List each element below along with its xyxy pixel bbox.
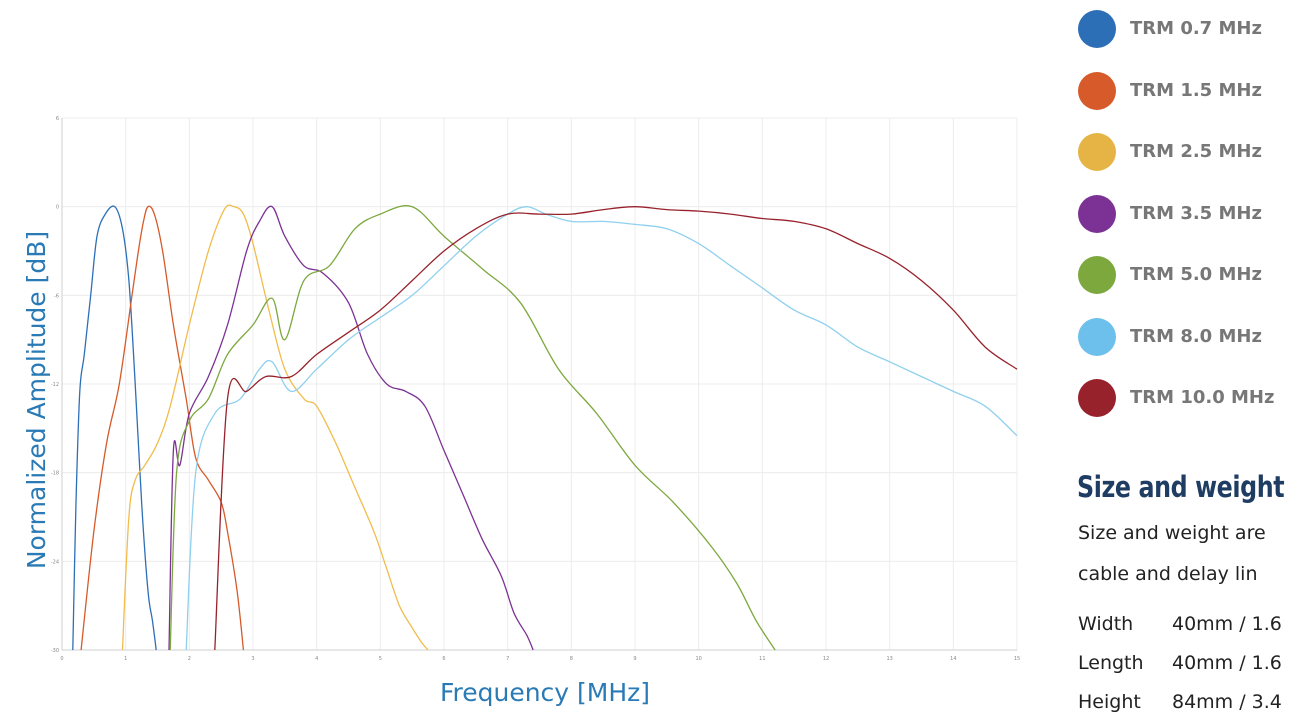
x-tick-label: 0	[60, 656, 63, 662]
y-tick-label: -18	[51, 471, 59, 477]
legend-label: TRM 3.5 MHz	[1130, 202, 1262, 224]
size-weight-text-line-2: cable and delay lin	[1078, 563, 1258, 585]
legend-swatch	[1078, 10, 1116, 48]
legend-swatch	[1078, 379, 1116, 417]
x-tick-label: 15	[1014, 656, 1020, 662]
x-tick-label: 3	[251, 656, 254, 662]
spec-value: 40mm / 1.6	[1172, 613, 1282, 635]
y-tick-label: 0	[56, 205, 59, 211]
series-line-trm-1-5-mhz	[80, 205, 245, 651]
x-tick-label: 1	[124, 656, 127, 662]
x-tick-label: 5	[379, 656, 382, 662]
legend-swatch	[1078, 256, 1116, 294]
series-line-trm-10-0-mhz	[214, 206, 1018, 651]
y-tick-label: -6	[54, 293, 59, 299]
spec-key: Height	[1078, 691, 1141, 713]
size-weight-text-line-1: Size and weight are	[1078, 522, 1266, 544]
x-tick-label: 14	[950, 656, 956, 662]
y-tick-label: -24	[51, 559, 59, 565]
spec-row-height: Height 84mm / 3.4	[1078, 691, 1282, 713]
y-tick-label: -12	[51, 382, 59, 388]
legend-label: TRM 5.0 MHz	[1130, 264, 1262, 285]
series-line-trm-8-0-mhz	[185, 206, 1018, 651]
legend-label: TRM 8.0 MHz	[1130, 325, 1262, 347]
x-tick-label: 6	[442, 656, 445, 662]
x-tick-label: 13	[886, 656, 892, 662]
x-tick-label: 8	[570, 656, 573, 662]
spec-key: Width	[1078, 613, 1134, 635]
legend-swatch	[1078, 133, 1116, 171]
size-weight-heading: Size and weight	[1077, 470, 1285, 504]
legend-label: TRM 2.5 MHz	[1130, 141, 1262, 162]
legend-swatch	[1078, 317, 1116, 356]
y-tick-label: 6	[56, 116, 59, 122]
x-tick-label: 9	[633, 656, 636, 662]
x-tick-label: 10	[695, 656, 701, 662]
series-line-trm-0-7-mhz	[72, 205, 157, 651]
spec-row-length: Length 40mm / 1.6	[1078, 652, 1282, 674]
legend-label: TRM 10.0 MHz	[1130, 387, 1275, 408]
x-axis-label: Frequency [MHz]	[439, 678, 651, 707]
x-tick-label: 2	[188, 656, 191, 662]
spec-key: Length	[1078, 652, 1144, 674]
spec-value: 84mm / 3.4	[1172, 691, 1282, 713]
series-line-trm-2-5-mhz	[121, 204, 429, 651]
x-tick-label: 12	[823, 656, 829, 662]
x-tick-label: 7	[506, 656, 509, 662]
x-tick-label: 11	[759, 656, 765, 662]
y-axis-label: Normalized Amplitude [dB]	[22, 230, 51, 570]
y-tick-label: -30	[51, 648, 59, 654]
legend-label: TRM 0.7 MHz	[1130, 18, 1262, 39]
spec-value: 40mm / 1.6	[1172, 652, 1282, 674]
series-line-trm-5-0-mhz	[169, 205, 776, 651]
legend-label: TRM 1.5 MHz	[1130, 79, 1262, 101]
spec-row-width: Width 40mm / 1.6	[1078, 613, 1282, 635]
series-line-trm-3-5-mhz	[168, 205, 534, 651]
x-tick-label: 4	[315, 656, 318, 662]
legend-swatch	[1078, 71, 1116, 110]
legend-swatch	[1078, 194, 1116, 233]
